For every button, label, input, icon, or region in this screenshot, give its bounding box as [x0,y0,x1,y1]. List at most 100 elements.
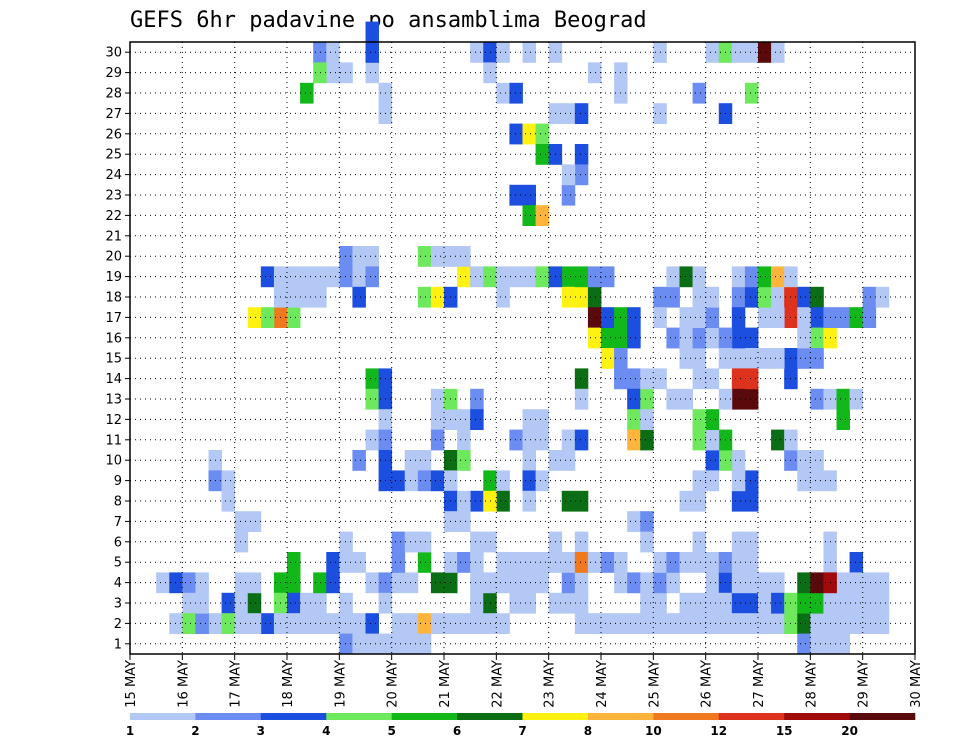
heatmap-cell [391,613,406,634]
x-tick-label: 21 MAY [438,660,453,708]
heatmap-cell [404,613,419,634]
heatmap-cell [339,266,353,288]
heatmap-cell [509,266,523,288]
heatmap-cell [574,592,589,614]
y-tick-label: 5 [114,556,122,571]
heatmap-cell [561,450,576,471]
heatmap-cell [496,490,510,512]
heatmap-cell [352,286,366,308]
heatmap-cell [326,266,340,288]
y-tick-label: 30 [105,46,122,61]
heatmap-cell [234,511,249,532]
heatmap-cell [744,42,759,63]
heatmap-cell [797,348,811,369]
colorbar-swatch [457,713,523,720]
heatmap-cell [601,348,615,369]
heatmap-cell [483,266,497,288]
heatmap-cell [797,613,811,634]
heatmap-cell [522,205,536,226]
colorbar-label: 12 [710,724,727,738]
heatmap-cell [287,286,301,308]
heatmap-cell [679,327,693,349]
heatmap-cell [862,613,877,634]
y-tick-label: 29 [105,66,122,81]
heatmap-cell [862,307,877,328]
colorbar-swatch [195,713,262,720]
heatmap-cell [666,613,680,634]
heatmap-cell [326,613,340,634]
heatmap-cell [744,470,759,492]
heatmap-cell [457,266,471,288]
y-tick-label: 11 [105,433,122,448]
heatmap-cell [574,144,589,165]
heatmap-cell [522,123,536,145]
x-tick-label: 18 MAY [281,660,296,708]
heatmap-cell [627,613,641,634]
heatmap-cell [731,368,746,390]
heatmap-cell [483,592,497,614]
heatmap-cell [574,552,589,573]
heatmap-cell [587,327,602,349]
heatmap-cell [221,592,236,614]
x-tick-label: 23 MAY [543,660,558,708]
heatmap-cell [287,307,301,328]
heatmap-cell [326,62,340,84]
heatmap-cell [705,470,720,492]
colorbar-swatch [130,713,196,720]
heatmap-cell [430,470,445,492]
heatmap-cell [470,490,484,512]
heatmap-cell [744,286,759,308]
heatmap-cell [522,184,536,206]
heatmap-cell [744,592,759,614]
heatmap-cell [339,613,353,634]
heatmap-cell [705,368,720,390]
heatmap-cell [365,368,379,390]
colorbar-swatch [326,713,392,720]
heatmap-cell [509,184,523,206]
y-tick-label: 4 [114,576,122,591]
heatmap-cell [417,531,432,553]
heatmap-cell [430,409,445,430]
x-tick-label: 29 MAY [857,660,872,708]
heatmap-cell [470,409,484,430]
x-tick-label: 19 MAY [333,660,348,708]
heatmap-cell [849,388,864,410]
heatmap-cell [352,266,366,288]
heatmap-cell [705,429,720,451]
heatmap-cell [300,592,314,614]
heatmap-cell [574,613,589,634]
heatmap-cell [666,327,680,349]
heatmap-cell [470,388,484,410]
heatmap-cell [705,552,720,573]
heatmap-cell [522,552,536,573]
heatmap-cell [744,327,759,349]
heatmap-cell [365,266,379,288]
heatmap-cell [587,613,602,634]
heatmap-cell [744,572,759,594]
heatmap-cell [810,327,824,349]
heatmap-cell [496,470,510,492]
heatmap-cell [771,613,785,634]
x-tick-label: 27 MAY [752,660,767,708]
colorbar-swatch [718,713,785,720]
heatmap-cell [417,633,432,655]
heatmap-cell [574,388,589,410]
heatmap-cell [810,613,824,634]
heatmap-cell [234,572,249,594]
heatmap-cell [522,490,536,512]
colorbar-label: 2 [191,724,199,738]
heatmap-cell [470,42,484,63]
heatmap-cell [758,613,772,634]
heatmap-cell [313,613,327,634]
heatmap-cell [692,592,707,614]
heatmap-cell [849,552,864,573]
x-tick-label: 22 MAY [490,660,505,708]
heatmap-cell [365,21,379,43]
colorbar-label: 20 [841,724,858,738]
heatmap-cell [862,286,877,308]
heatmap-cell [875,613,890,634]
heatmap-cell [810,450,824,471]
colorbar-swatch [587,713,654,720]
heatmap-cell [417,286,432,308]
heatmap-cell [195,572,209,594]
